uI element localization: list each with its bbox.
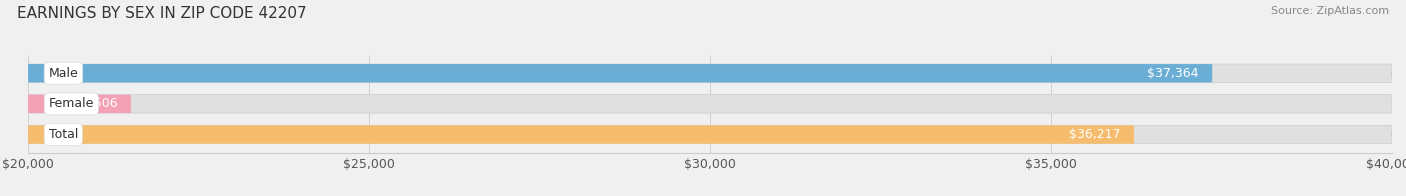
FancyBboxPatch shape (28, 125, 1392, 144)
Text: Female: Female (49, 97, 94, 110)
Text: Male: Male (49, 67, 79, 80)
Text: Source: ZipAtlas.com: Source: ZipAtlas.com (1271, 6, 1389, 16)
FancyBboxPatch shape (28, 64, 1212, 83)
FancyBboxPatch shape (28, 64, 1392, 83)
Text: EARNINGS BY SEX IN ZIP CODE 42207: EARNINGS BY SEX IN ZIP CODE 42207 (17, 6, 307, 21)
Text: $36,217: $36,217 (1069, 128, 1121, 141)
FancyBboxPatch shape (28, 95, 131, 113)
FancyBboxPatch shape (28, 125, 1135, 144)
Text: $21,506: $21,506 (66, 97, 117, 110)
Text: $37,364: $37,364 (1147, 67, 1198, 80)
FancyBboxPatch shape (28, 95, 1392, 113)
Text: Total: Total (49, 128, 77, 141)
